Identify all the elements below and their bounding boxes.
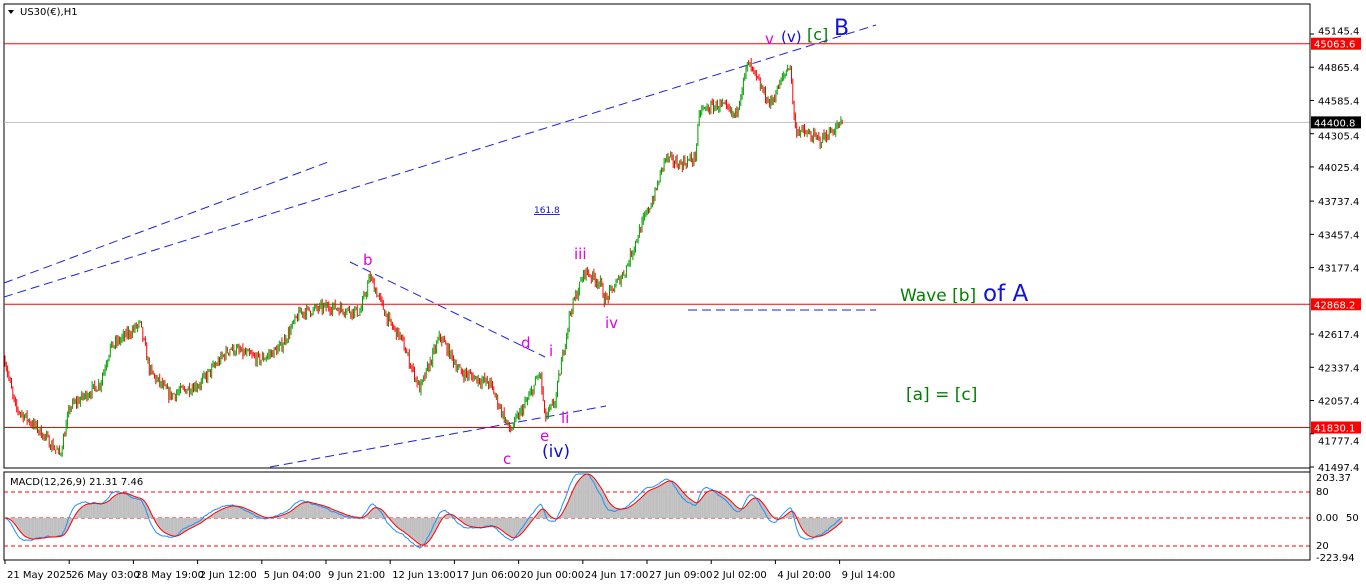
current-price-bg[interactable] <box>1311 116 1361 129</box>
trendlines[interactable] <box>3 24 877 468</box>
wave-e: e <box>540 427 549 445</box>
main-pane-border <box>3 3 1311 469</box>
wave-b-label: Wave [b] <box>900 286 976 306</box>
y-tick-label[interactable]: 43737.4 <box>1318 197 1359 208</box>
price-label-bg[interactable] <box>1311 37 1361 50</box>
price-label-bg[interactable] <box>1311 421 1361 434</box>
y-tick-label[interactable]: 45145.4 <box>1318 27 1359 38</box>
macd-tick-label[interactable]: 0.00 <box>1316 513 1338 524</box>
x-tick-label[interactable]: 4 Jul 20:00 <box>777 570 831 581</box>
wave-d: d <box>521 334 531 352</box>
ratio-label: [a] = [c] <box>906 385 977 405</box>
y-tick-label[interactable]: 43177.4 <box>1318 264 1359 275</box>
y-tick-label[interactable]: 42057.4 <box>1318 397 1359 408</box>
x-tick-label[interactable]: 2 Jul 02:00 <box>713 570 767 581</box>
channel-upper-line[interactable] <box>3 24 877 298</box>
y-tick-label[interactable]: 44585.4 <box>1318 96 1359 107</box>
y-tick-label[interactable]: 42337.4 <box>1318 363 1359 374</box>
x-tick-label[interactable]: 27 Jun 09:00 <box>649 570 713 581</box>
y-tick-label[interactable]: 44025.4 <box>1318 163 1359 174</box>
x-tick-label[interactable]: 24 Jun 17:00 <box>585 570 649 581</box>
of-a-label: of A <box>983 281 1028 307</box>
current-price-label[interactable]: 44400.8 <box>1314 118 1355 129</box>
wave-iv-paren: (iv) <box>542 442 570 462</box>
macd-label: MACD(12,26,9) 21.31 7.46 <box>10 477 143 488</box>
wave-b: b <box>363 251 373 269</box>
price-label-bg[interactable] <box>1311 298 1361 311</box>
wave-iv: iv <box>605 314 618 332</box>
triangle-lower-line[interactable] <box>269 405 607 468</box>
x-tick-label[interactable]: 20 Jun 00:00 <box>521 570 585 581</box>
channel-parallel-line[interactable] <box>3 161 329 284</box>
x-tick-label[interactable]: 17 Jun 06:00 <box>456 570 520 581</box>
x-tick-label[interactable]: 28 May 19:00 <box>135 570 204 581</box>
symbol-title: US30(€),H1 <box>20 7 78 18</box>
candles <box>4 57 843 457</box>
y-tick-label[interactable]: 42617.4 <box>1318 330 1359 341</box>
macd-tick-label[interactable]: 203.37 <box>1316 473 1351 484</box>
wave-iii: iii <box>574 245 587 263</box>
x-tick-label[interactable]: 21 May 2025 <box>7 570 72 581</box>
x-tick-label[interactable]: 9 Jul 14:00 <box>842 570 896 581</box>
y-tick-label[interactable]: 44865.4 <box>1318 63 1359 74</box>
x-tick-label[interactable]: 5 Jun 04:00 <box>264 570 321 581</box>
x-tick-label[interactable]: 26 May 03:00 <box>71 570 140 581</box>
y-tick-label[interactable]: 41497.4 <box>1318 463 1359 474</box>
x-tick-label[interactable]: 12 Jun 13:00 <box>392 570 456 581</box>
macd-tick-label[interactable]: 80 <box>1316 487 1329 498</box>
wave-c: c <box>503 450 511 468</box>
price-label[interactable]: 42868.2 <box>1314 300 1355 311</box>
macd-tick-label[interactable]: 50 <box>1346 513 1359 524</box>
price-label[interactable]: 41830.1 <box>1314 424 1355 435</box>
wave-v-paren: (v) <box>781 28 802 46</box>
wave-i: i <box>549 342 553 360</box>
y-tick-label[interactable]: 41777.4 <box>1318 437 1359 448</box>
dropdown-icon[interactable] <box>8 10 14 14</box>
wave-v: v <box>765 30 774 48</box>
x-tick-label[interactable]: 9 Jun 21:00 <box>328 570 385 581</box>
triangle-upper-line[interactable] <box>349 261 546 358</box>
fib-label: 161.8 <box>534 206 560 216</box>
y-tick-label[interactable]: 43457.4 <box>1318 230 1359 241</box>
price-label[interactable]: 45063.6 <box>1314 40 1355 51</box>
macd-indicator <box>4 473 1310 549</box>
wave-c-bracket: [c] <box>807 25 828 44</box>
macd-line[interactable] <box>4 473 843 549</box>
signal-line[interactable] <box>4 473 843 546</box>
macd-tick-label[interactable]: -223.94 <box>1316 553 1355 564</box>
macd-tick-label[interactable]: 20 <box>1316 541 1329 552</box>
x-tick-label[interactable]: 2 Jun 12:00 <box>200 570 257 581</box>
y-tick-label[interactable]: 44305.4 <box>1318 131 1359 142</box>
wave-ii: ii <box>561 409 569 427</box>
wave-B: B <box>834 16 849 41</box>
